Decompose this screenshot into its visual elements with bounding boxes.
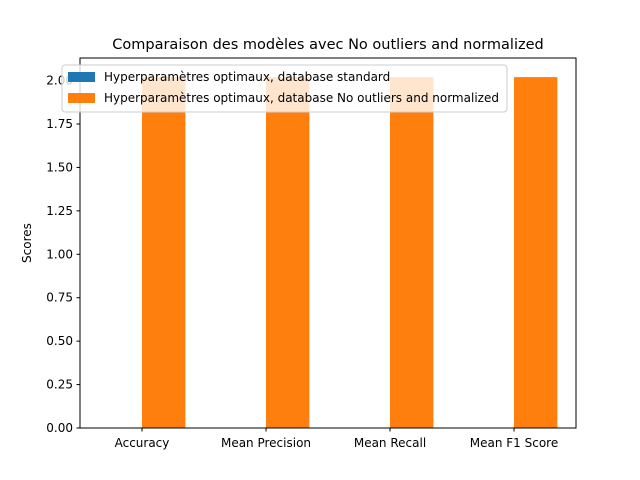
legend-label-1: Hyperparamètres optimaux, database stand…: [104, 70, 390, 84]
bar-2-4: [514, 77, 558, 429]
legend-swatch-1: [68, 72, 95, 82]
y-tick-label: 1.75: [46, 117, 73, 131]
bar-2-2: [266, 77, 310, 429]
x-tick-label: Mean Precision: [221, 436, 311, 450]
x-tick-label: Accuracy: [115, 436, 170, 450]
bar-2-3: [390, 77, 434, 429]
y-tick-label: 1.00: [46, 247, 73, 261]
chart-title: Comparaison des modèles avec No outliers…: [112, 37, 543, 53]
bars-group: [142, 77, 558, 429]
legend: Hyperparamètres optimaux, database stand…: [61, 64, 508, 113]
y-axis: 0.000.250.500.751.001.251.501.752.00: [46, 74, 80, 435]
legend-frame: [61, 64, 508, 113]
y-tick-label: 0.00: [46, 421, 73, 435]
y-tick-label: 1.25: [46, 204, 73, 218]
x-tick-label: Mean F1 Score: [470, 436, 558, 450]
x-axis: Accuracy Mean Precision Mean Recall Mean F1…: [115, 428, 558, 450]
legend-swatch-2: [68, 93, 95, 103]
y-tick-label: 1.50: [46, 160, 73, 174]
y-tick-label: 0.25: [46, 378, 73, 392]
y-tick-label: 0.75: [46, 291, 73, 305]
legend-label-2: Hyperparamètres optimaux, database No ou…: [104, 91, 499, 105]
bar-2-1: [142, 77, 186, 429]
y-axis-label: Scores: [20, 223, 34, 263]
y-tick-label: 0.50: [46, 334, 73, 348]
plot-frame: [79, 57, 577, 429]
x-tick-label: Mean Recall: [354, 436, 426, 450]
